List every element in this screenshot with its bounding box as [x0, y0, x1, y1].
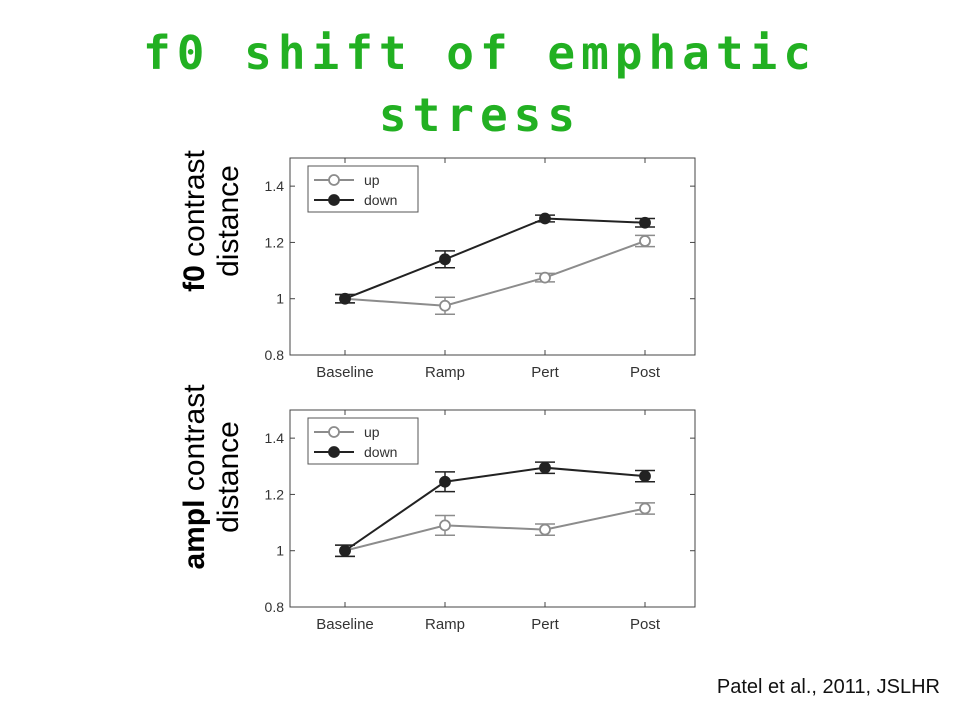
- data-point-up: [439, 519, 451, 532]
- x-tick-label: Post: [630, 364, 661, 381]
- x-tick-label: Pert: [531, 616, 559, 633]
- data-point-down: [639, 470, 651, 483]
- legend-marker-up: [328, 174, 340, 186]
- f0-contrast-chart: 0.8 1 1.2 1.4 Baseline Ramp Pert Post up down: [265, 157, 696, 381]
- x-tick-label: Baseline: [316, 616, 374, 633]
- data-point-down: [439, 475, 451, 488]
- data-point-up: [539, 523, 551, 536]
- data-point-up: [639, 502, 651, 515]
- x-tick-label: Ramp: [425, 616, 465, 633]
- slide-title: f0 shift of emphatic stress: [0, 22, 960, 146]
- series-line-up: [344, 507, 646, 552]
- legend-label-down: down: [364, 444, 397, 460]
- title-line-2: stress: [378, 88, 582, 142]
- data-point-up: [639, 235, 651, 247]
- legend-marker-down: [328, 194, 340, 206]
- data-point-down: [639, 216, 651, 229]
- legend-box: [307, 417, 419, 465]
- ampl-label-bold: ampl: [178, 499, 211, 570]
- legend-label-up: up: [364, 424, 380, 440]
- x-tick-label: Post: [630, 616, 661, 633]
- data-point-down: [339, 292, 351, 305]
- y-tick-label: 1.2: [265, 486, 285, 502]
- f0-y-axis-label: f0 contrast distance: [178, 111, 246, 331]
- series-line-down: [344, 217, 646, 300]
- legend-marker-up: [328, 426, 340, 438]
- y-tick-label: 1: [276, 291, 284, 307]
- f0-label-bold: f0: [178, 265, 211, 292]
- x-tick-label: Pert: [531, 364, 559, 381]
- y-tick-label: 1.2: [265, 234, 285, 250]
- title-line-1: f0 shift of emphatic: [143, 26, 817, 80]
- data-point-up: [439, 299, 451, 312]
- y-tick-label: 1: [276, 543, 284, 559]
- y-tick-label: 0.8: [265, 599, 285, 615]
- legend-label-down: down: [364, 192, 397, 208]
- data-point-down: [439, 253, 451, 266]
- x-tick-label: Ramp: [425, 364, 465, 381]
- data-point-down: [539, 212, 551, 225]
- f0-label-rest: contrast distance: [178, 150, 245, 277]
- series-line-down: [344, 466, 646, 552]
- data-point-down: [339, 544, 351, 557]
- series-line-up: [344, 240, 646, 307]
- legend-box: [307, 165, 419, 213]
- y-tick-label: 1.4: [265, 178, 285, 194]
- y-tick-label: 0.8: [265, 347, 285, 363]
- data-point-down: [539, 461, 551, 474]
- ampl-contrast-chart: 0.8 1 1.2 1.4 Baseline Ramp Pert Post up down: [265, 409, 696, 633]
- legend-label-up: up: [364, 172, 380, 188]
- ampl-y-axis-label: ampl contrast distance: [178, 367, 246, 587]
- y-tick-label: 1.4: [265, 430, 285, 446]
- x-tick-label: Baseline: [316, 364, 374, 381]
- legend-marker-down: [328, 446, 340, 458]
- citation: Patel et al., 2011, JSLHR: [716, 676, 940, 698]
- data-point-up: [539, 271, 551, 284]
